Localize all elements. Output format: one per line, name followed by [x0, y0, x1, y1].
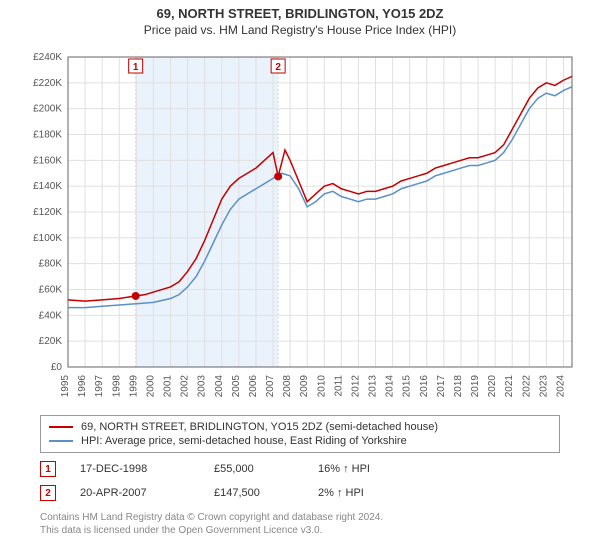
svg-text:£180K: £180K: [33, 130, 62, 141]
svg-text:1999: 1999: [128, 375, 139, 398]
svg-text:2024: 2024: [555, 375, 566, 398]
title-block: 69, NORTH STREET, BRIDLINGTON, YO15 2DZ …: [0, 0, 600, 39]
svg-text:£60K: £60K: [39, 285, 63, 296]
svg-text:2020: 2020: [487, 375, 498, 398]
legend-row-hpi: HPI: Average price, semi-detached house,…: [49, 434, 551, 448]
annotation-price: £55,000: [214, 463, 294, 475]
svg-text:1997: 1997: [94, 375, 105, 398]
svg-text:2021: 2021: [504, 375, 515, 398]
footer-line-1: Contains HM Land Registry data © Crown c…: [40, 511, 560, 524]
annotation-row: 1 17-DEC-1998 £55,000 16% ↑ HPI: [40, 461, 560, 477]
annotation-date: 20-APR-2007: [80, 487, 190, 499]
legend-swatch-property: [49, 426, 73, 428]
annotation-hpi-delta: 2% ↑ HPI: [318, 487, 364, 499]
svg-text:£80K: £80K: [39, 259, 63, 270]
annotation-hpi-delta: 16% ↑ HPI: [318, 463, 370, 475]
svg-text:2016: 2016: [419, 375, 430, 398]
svg-text:1998: 1998: [111, 375, 122, 398]
svg-text:2019: 2019: [470, 375, 481, 398]
svg-text:2023: 2023: [538, 375, 549, 398]
svg-text:£160K: £160K: [33, 155, 62, 166]
svg-text:2000: 2000: [145, 375, 156, 398]
svg-text:£240K: £240K: [33, 52, 62, 63]
annotation-row: 2 20-APR-2007 £147,500 2% ↑ HPI: [40, 485, 560, 501]
legend-label-hpi: HPI: Average price, semi-detached house,…: [81, 435, 407, 447]
legend-row-property: 69, NORTH STREET, BRIDLINGTON, YO15 2DZ …: [49, 420, 551, 434]
svg-text:2022: 2022: [521, 375, 532, 398]
svg-text:2014: 2014: [385, 375, 396, 398]
annotation-badge: 1: [40, 461, 56, 477]
svg-text:2007: 2007: [265, 375, 276, 398]
legend-block: 69, NORTH STREET, BRIDLINGTON, YO15 2DZ …: [40, 415, 560, 501]
svg-text:£40K: £40K: [39, 310, 63, 321]
svg-text:2002: 2002: [180, 375, 191, 398]
svg-text:£100K: £100K: [33, 233, 62, 244]
svg-text:2: 2: [275, 62, 281, 73]
svg-text:2009: 2009: [299, 375, 310, 398]
chart-container: 69, NORTH STREET, BRIDLINGTON, YO15 2DZ …: [0, 0, 600, 537]
svg-text:2006: 2006: [248, 375, 259, 398]
svg-text:2003: 2003: [197, 375, 208, 398]
svg-text:2018: 2018: [453, 375, 464, 398]
legend-box: 69, NORTH STREET, BRIDLINGTON, YO15 2DZ …: [40, 415, 560, 453]
svg-text:£20K: £20K: [39, 336, 63, 347]
chart-subtitle: Price paid vs. HM Land Registry's House …: [0, 23, 600, 37]
svg-text:2008: 2008: [282, 375, 293, 398]
svg-text:2005: 2005: [231, 375, 242, 398]
svg-text:1: 1: [133, 62, 139, 73]
footer-line-2: This data is licensed under the Open Gov…: [40, 524, 560, 537]
svg-text:£120K: £120K: [33, 207, 62, 218]
annotation-rows: 1 17-DEC-1998 £55,000 16% ↑ HPI 2 20-APR-2007…: [40, 461, 560, 501]
svg-text:2010: 2010: [316, 375, 327, 398]
chart-title: 69, NORTH STREET, BRIDLINGTON, YO15 2DZ: [0, 6, 600, 21]
chart-plot-area: £0 £20K £40K £60K £80K £100K £120K £140K £160K £1…: [20, 47, 580, 407]
svg-text:£220K: £220K: [33, 78, 62, 89]
svg-text:1995: 1995: [60, 375, 71, 398]
annotation-date: 17-DEC-1998: [80, 463, 190, 475]
legend-label-property: 69, NORTH STREET, BRIDLINGTON, YO15 2DZ …: [81, 421, 438, 433]
svg-text:1996: 1996: [77, 375, 88, 398]
svg-text:2015: 2015: [402, 375, 413, 398]
svg-text:2001: 2001: [163, 375, 174, 398]
svg-text:£140K: £140K: [33, 181, 62, 192]
footer: Contains HM Land Registry data © Crown c…: [40, 511, 560, 537]
svg-text:2013: 2013: [368, 375, 379, 398]
annotation-price: £147,500: [214, 487, 294, 499]
annotation-badge: 2: [40, 485, 56, 501]
legend-swatch-hpi: [49, 440, 73, 442]
svg-text:2011: 2011: [333, 375, 344, 397]
svg-text:2017: 2017: [436, 375, 447, 398]
svg-text:2012: 2012: [350, 375, 361, 398]
svg-text:£200K: £200K: [33, 104, 62, 115]
svg-text:2004: 2004: [214, 375, 225, 398]
svg-text:£0: £0: [51, 362, 63, 373]
chart-svg: £0 £20K £40K £60K £80K £100K £120K £140K £160K £1…: [20, 47, 580, 407]
